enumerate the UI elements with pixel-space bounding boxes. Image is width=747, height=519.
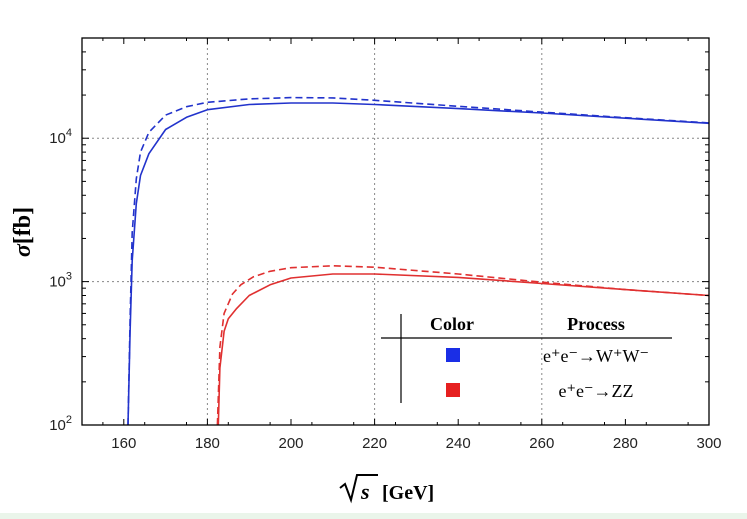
legend-header-process: Process [567, 314, 625, 334]
x-tick-label-300: 300 [696, 435, 721, 452]
x-tick-label-260: 260 [529, 435, 554, 452]
x-tick-label-280: 280 [613, 435, 638, 452]
y-tick-label-100: 102 [49, 414, 72, 434]
y-tick-label-10000: 104 [49, 127, 72, 147]
series-ww-dashed [127, 96, 709, 425]
series-layer [127, 96, 709, 425]
x-tick-label-160: 160 [111, 435, 136, 452]
x-tick-label-200: 200 [278, 435, 303, 452]
x-tick-label-180: 180 [195, 435, 220, 452]
tick-layer: 160 180 200 220 240 260 280 300 102 103 104 [49, 37, 722, 452]
sqrt-symbol [339, 474, 378, 504]
series-zz-solid [217, 273, 709, 425]
series-zz-dashed [216, 265, 709, 425]
legend-label-zz: e⁺e⁻→ZZ [559, 381, 634, 401]
legend-header-color: Color [430, 314, 474, 334]
x-axis-unit: [GeV] [382, 482, 434, 504]
x-axis-title: s [GeV] [339, 474, 434, 504]
grid-layer [82, 38, 709, 425]
series-ww-solid [127, 102, 709, 425]
y-axis-title: σ[fb] [10, 207, 36, 257]
bottom-strip [0, 513, 747, 519]
x-tick-label-240: 240 [446, 435, 471, 452]
x-axis-symbol: s [360, 479, 370, 504]
legend-label-ww: e⁺e⁻→W⁺W⁻ [543, 346, 649, 366]
legend: Color Process e⁺e⁻→W⁺W⁻ e⁺e⁻→ZZ [381, 314, 672, 403]
y-tick-label-1000: 103 [49, 271, 72, 291]
plot-frame [81, 37, 710, 426]
x-tick-label-220: 220 [362, 435, 387, 452]
legend-swatch-zz [446, 383, 460, 397]
legend-swatch-ww [446, 348, 460, 362]
